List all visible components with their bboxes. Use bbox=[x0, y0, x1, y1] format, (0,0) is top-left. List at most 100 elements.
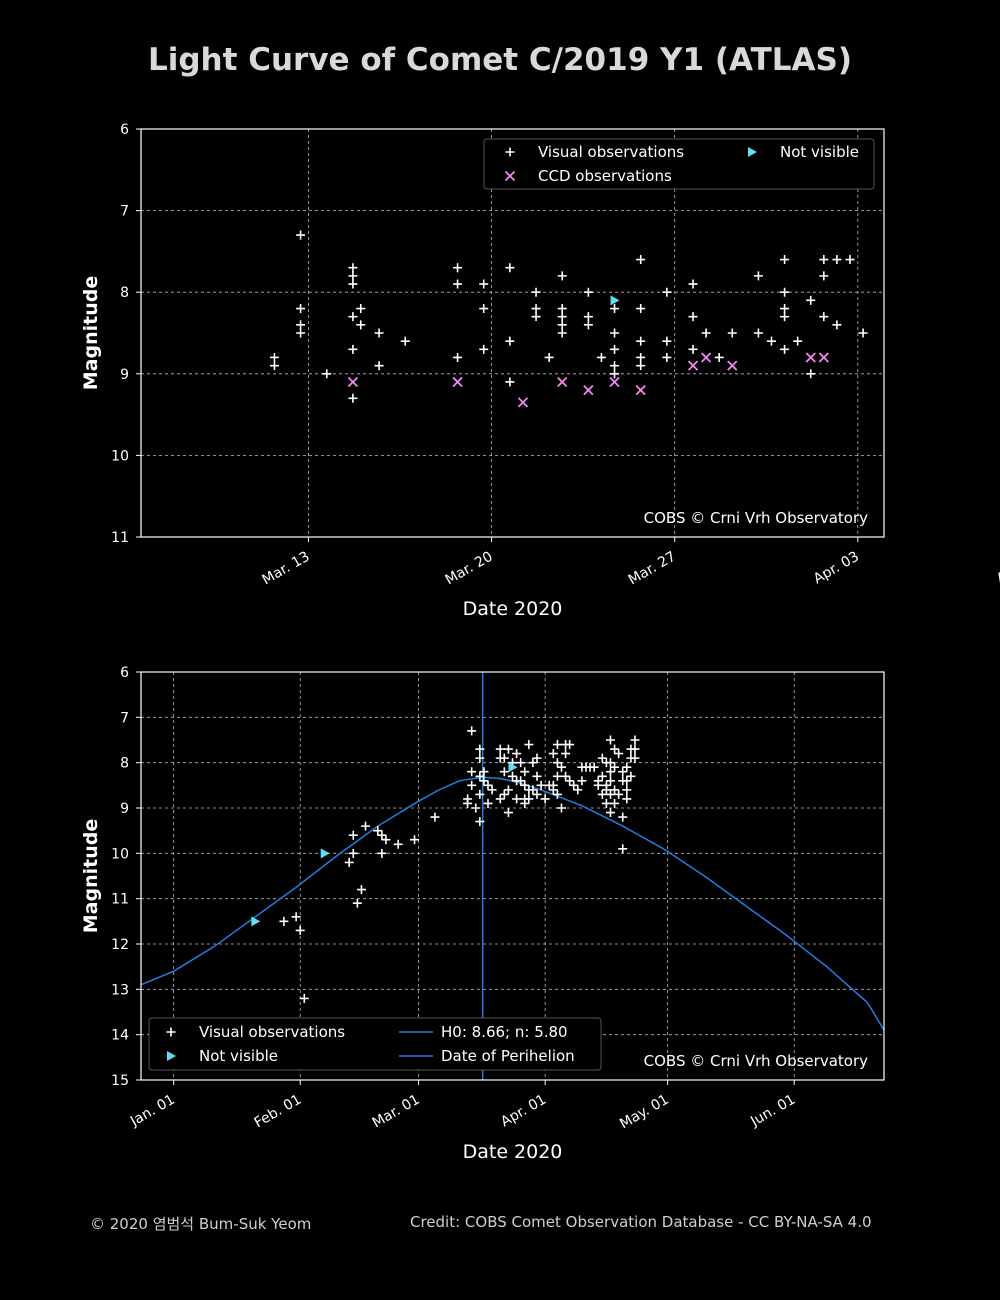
visual-observation-point bbox=[503, 744, 513, 754]
visual-observation-point bbox=[508, 771, 517, 781]
visual-observation-point bbox=[688, 279, 698, 289]
x-tick-label: Mar. 27 bbox=[626, 549, 679, 589]
y-tick-label: 15 bbox=[111, 1073, 129, 1089]
visual-observation-point bbox=[453, 352, 463, 362]
visual-observation-point bbox=[322, 369, 332, 379]
visual-observation-point bbox=[552, 789, 562, 799]
visual-observation-point bbox=[610, 762, 620, 772]
visual-observation-point bbox=[483, 798, 493, 808]
plot-frame bbox=[140, 128, 885, 538]
not-visible-point bbox=[508, 762, 518, 773]
visual-observation-point bbox=[540, 794, 550, 804]
visual-observation-point bbox=[505, 377, 515, 387]
visual-observation-point bbox=[610, 798, 620, 808]
visual-observation-point bbox=[348, 312, 358, 322]
visual-observation-point bbox=[593, 780, 603, 790]
y-tick-label: 6 bbox=[120, 122, 129, 138]
visual-observation-point bbox=[819, 271, 829, 281]
visual-observation-point bbox=[622, 762, 632, 772]
visual-observation-point bbox=[475, 789, 485, 799]
visual-observation-point bbox=[348, 344, 358, 354]
not-visible-point bbox=[610, 295, 620, 306]
copyright-text: © 2020 염범석 Bum-Suk Yeom bbox=[90, 1215, 312, 1233]
visual-observation-point bbox=[583, 320, 593, 330]
visual-observation-point bbox=[166, 1027, 176, 1037]
visual-observation-point bbox=[512, 749, 522, 759]
visual-observation-point bbox=[589, 762, 599, 772]
x-tick-label: Feb. 01 bbox=[252, 1092, 305, 1132]
visual-observation-point bbox=[556, 762, 566, 772]
visual-observation-point bbox=[348, 393, 358, 403]
visual-observation-point bbox=[819, 312, 829, 322]
visual-observation-point bbox=[626, 771, 636, 781]
visual-observation-point bbox=[299, 993, 309, 1003]
visual-observation-point bbox=[467, 780, 477, 790]
visual-observation-point bbox=[565, 776, 575, 786]
visual-observation-point bbox=[605, 789, 615, 799]
visual-observation-point bbox=[495, 744, 505, 754]
visual-observation-point bbox=[622, 785, 632, 795]
visual-observation-point bbox=[400, 336, 410, 346]
visual-observation-point bbox=[614, 749, 624, 759]
visual-observation-point bbox=[610, 328, 620, 338]
visual-observation-point bbox=[610, 304, 620, 314]
visual-observation-point bbox=[605, 776, 615, 786]
visual-observation-point bbox=[377, 848, 387, 858]
credit-text: Credit: COBS Comet Observation Database … bbox=[410, 1213, 872, 1231]
visual-observation-point bbox=[605, 758, 615, 768]
visual-observation-point bbox=[531, 287, 541, 297]
visual-observation-point bbox=[479, 767, 489, 777]
ccd-observation-point bbox=[517, 397, 529, 408]
series-triangle-right bbox=[610, 295, 620, 306]
ccd-observation-point bbox=[635, 384, 646, 396]
plot-frame bbox=[140, 671, 885, 1081]
not-visible-point bbox=[748, 147, 757, 157]
visual-observation-point bbox=[618, 812, 628, 822]
visual-observation-point bbox=[374, 328, 384, 338]
x-axis-label: Date 2020 bbox=[463, 1141, 563, 1163]
y-axis-label: Magnitude bbox=[80, 276, 102, 390]
visual-observation-point bbox=[630, 753, 640, 763]
y-tick-label: 9 bbox=[120, 367, 129, 383]
x-tick-label: Apr. 03 bbox=[811, 549, 862, 588]
visual-observation-point bbox=[453, 263, 463, 273]
visual-observation-point bbox=[780, 287, 790, 297]
ccd-observation-point bbox=[937, 353, 946, 362]
x-tick-label: Jan. 01 bbox=[127, 1092, 178, 1131]
ccd-observation-point bbox=[898, 288, 907, 297]
visual-observation-point bbox=[618, 767, 628, 777]
ccd-observation-point bbox=[989, 337, 998, 346]
visual-observation-point bbox=[845, 255, 855, 265]
ccd-observation-point bbox=[911, 345, 920, 354]
ccd-observation-point bbox=[504, 170, 516, 182]
visual-observation-point bbox=[279, 916, 289, 926]
ccd-observation-point bbox=[583, 384, 594, 396]
visual-observation-point bbox=[499, 767, 509, 777]
visual-observation-point bbox=[361, 821, 371, 831]
visual-observation-point bbox=[898, 337, 907, 346]
visual-observation-point bbox=[348, 279, 358, 289]
model-curve bbox=[141, 776, 884, 1031]
x-tick-label: Mar. 20 bbox=[443, 549, 496, 589]
legend-visual-label: Visual observations bbox=[538, 143, 684, 161]
visual-observation-point bbox=[557, 328, 567, 338]
legend-box bbox=[148, 1017, 602, 1071]
page-title: Light Curve of Comet C/2019 Y1 (ATLAS) bbox=[147, 42, 853, 78]
visual-observation-point bbox=[296, 320, 306, 330]
visual-observation-point bbox=[516, 758, 526, 768]
visual-observation-point bbox=[291, 912, 301, 922]
visual-observation-point bbox=[577, 776, 587, 786]
visual-observation-point bbox=[610, 369, 620, 379]
y-tick-label: 11 bbox=[111, 530, 129, 546]
visual-observation-point bbox=[688, 312, 698, 322]
visual-observation-point bbox=[479, 304, 489, 314]
legend-not-visible-label: Not visible bbox=[199, 1047, 278, 1065]
visual-observation-point bbox=[557, 304, 567, 314]
visual-observation-point bbox=[557, 312, 567, 322]
visual-observation-point bbox=[524, 794, 534, 804]
visual-observation-point bbox=[601, 798, 611, 808]
visual-observation-point bbox=[622, 794, 632, 804]
ccd-observation-point bbox=[557, 376, 568, 388]
y-tick-label: 7 bbox=[120, 710, 129, 726]
visual-observation-point bbox=[479, 344, 489, 354]
